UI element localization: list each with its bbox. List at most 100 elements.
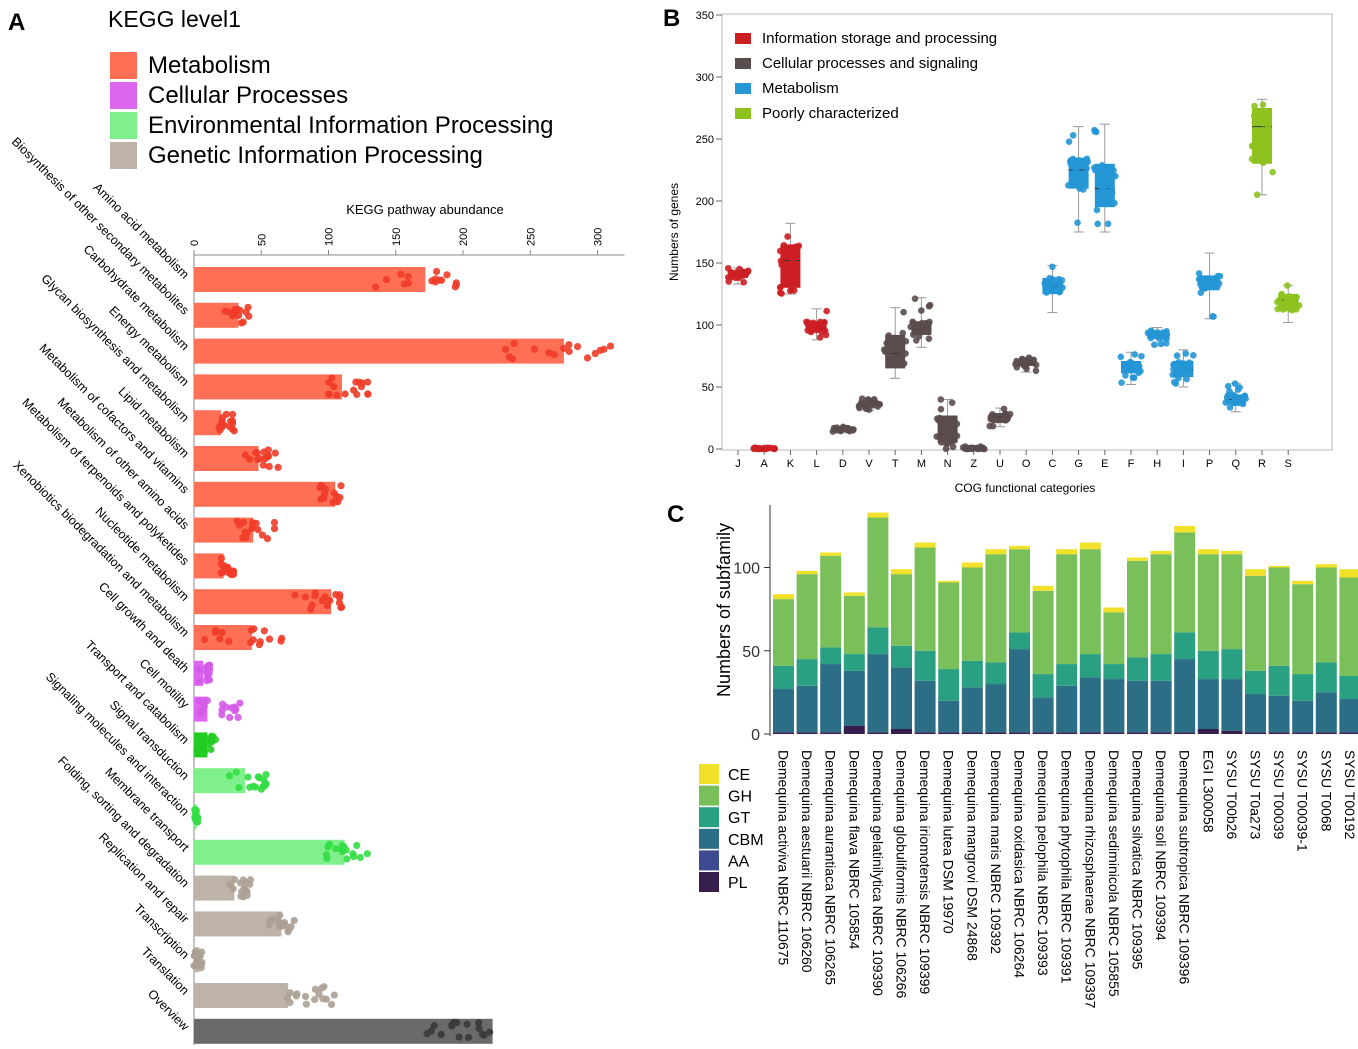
- c-seg-gh-demequina-flava-nbrc-105854: [843, 595, 865, 655]
- a-point-cell-motility: [218, 711, 226, 719]
- b-point-K: [776, 289, 784, 296]
- a-point-signal-transduction: [251, 783, 260, 791]
- c-stack-sysu-t00b26: [1221, 550, 1243, 734]
- b-x-tick-Q: Q: [1232, 458, 1241, 470]
- c-y-tick-50: 50: [742, 644, 760, 661]
- a-point-amino-acid-metabolism: [437, 276, 446, 284]
- b-box-I: [1169, 349, 1197, 388]
- c-seg-cbm-sysu-t0a273: [1245, 694, 1266, 733]
- a-point-carbohydrate-metabolism: [565, 347, 573, 355]
- a-point-signaling-molecules-and-interaction: [193, 815, 202, 823]
- b-point-R: [1259, 101, 1267, 108]
- c-seg-cbm-sysu-t00039-1: [1292, 700, 1314, 733]
- b-y-tick-0: 0: [708, 444, 714, 456]
- a-point-glycan-biosynthesis-and-metabolism: [220, 421, 228, 429]
- a-x-tick-50: 50: [256, 234, 268, 246]
- a-point-folding-sorting-and-degradation: [236, 879, 245, 887]
- b-box-body-E: [1094, 163, 1115, 208]
- b-point-F: [1128, 359, 1135, 367]
- a-point-cell-growth-and-death: [206, 665, 214, 673]
- b-box-O: [1012, 354, 1040, 375]
- c-legend-label-aa: AA: [728, 853, 750, 870]
- a-point-overview: [455, 1033, 463, 1041]
- a-point-glycan-biosynthesis-and-metabolism: [229, 410, 237, 418]
- a-point-nucleotide-metabolism: [306, 605, 315, 613]
- a-point-nucleotide-metabolism: [336, 591, 344, 599]
- c-seg-ce-demequina-maris-nbrc-109392: [985, 549, 1007, 555]
- a-point-cell-motility: [222, 703, 230, 711]
- b-point-K: [787, 277, 794, 285]
- c-seg-ce-demequina-lutea-dsm-19970: [938, 580, 960, 583]
- b-box-F: [1117, 351, 1145, 386]
- a-x-tick-250: 250: [525, 228, 537, 246]
- c-seg-cbm-demequina-subtropica-nbrc-109396: [1174, 659, 1196, 733]
- b-box-U: [986, 405, 1014, 430]
- b-point-F: [1134, 361, 1141, 368]
- b-point-I: [1186, 363, 1194, 371]
- c-seg-pl-demequina-pelophila-nbrc-109393: [1032, 732, 1054, 734]
- c-seg-gh-demequina-soli-nbrc-109394: [1150, 554, 1172, 655]
- c-seg-ce-egi-l300058: [1197, 549, 1219, 555]
- panel-b: B 0 50 100 150 200 250 300 350 J A K L D V T M N Z U O C G E F H…: [663, 5, 1333, 495]
- c-seg-gh-demequina-subtropica-nbrc-109396: [1174, 532, 1196, 633]
- b-point-C: [1049, 275, 1056, 283]
- a-point-membrane-transport: [340, 843, 348, 851]
- b-point-R: [1257, 132, 1264, 140]
- b-point-F: [1129, 374, 1137, 381]
- b-x-tick-I: I: [1182, 458, 1185, 470]
- a-point-transport-and-catabolism: [197, 747, 205, 755]
- b-legend-swatch-metabolism: [735, 83, 751, 94]
- c-stack-demequina-lutea-dsm-19970: [938, 580, 960, 734]
- b-point-V: [876, 400, 884, 408]
- c-seg-ce-sysu-t0a273: [1245, 569, 1266, 576]
- a-legend-label-metabolism: Metabolism: [148, 52, 271, 79]
- a-point-biosynthesis-of-other-secondary-metabolites: [228, 312, 237, 320]
- c-seg-gh-demequina-activiva-nbrc-110675: [773, 599, 794, 666]
- a-point-amino-acid-metabolism: [443, 271, 451, 279]
- b-point-R: [1253, 191, 1261, 198]
- a-point-transcription: [191, 947, 200, 955]
- a-point-xenobiotics-biodegradation-and-metabolism: [249, 636, 257, 644]
- b-point-T: [897, 350, 905, 358]
- c-seg-gt-sysu-t00039-1: [1292, 674, 1314, 701]
- b-point-Z: [964, 445, 972, 453]
- b-point-V: [866, 399, 874, 407]
- a-bar-energy-metabolism: [194, 374, 342, 400]
- a-point-replication-and-repair: [285, 926, 293, 934]
- b-point-J: [732, 274, 740, 282]
- c-seg-ce-demequina-mangrovi-dsm-24868: [961, 562, 983, 568]
- a-point-metabolism-of-other-amino-acids: [254, 526, 262, 534]
- a-point-metabolism-of-other-amino-acids: [249, 519, 257, 527]
- b-point-G: [1083, 155, 1091, 163]
- c-stack-demequina-phytophila-nbrc-109391: [1056, 549, 1078, 734]
- b-point-G: [1070, 169, 1078, 177]
- c-seg-ce-sysu-t00039: [1268, 565, 1290, 568]
- c-seg-gt-egi-l300058: [1197, 650, 1219, 680]
- b-point-G: [1069, 132, 1077, 139]
- a-point-xenobiotics-biodegradation-and-metabolism: [247, 626, 255, 634]
- c-seg-gt-demequina-iriomotensis-nbrc-109399: [914, 650, 936, 681]
- c-seg-cbm-egi-l300058: [1197, 679, 1219, 730]
- a-point-transport-and-catabolism: [193, 735, 201, 743]
- a-point-membrane-transport: [323, 854, 331, 863]
- a-point-metabolism-of-other-amino-acids: [270, 518, 279, 527]
- a-point-folding-sorting-and-degradation: [243, 887, 251, 895]
- a-point-lipid-metabolism: [274, 463, 282, 471]
- b-point-M: [926, 318, 933, 326]
- a-point-folding-sorting-and-degradation: [231, 876, 239, 884]
- c-x-label-sysu-t00039: SYSU T00039: [1271, 750, 1287, 839]
- c-seg-gt-sysu-t0a273: [1245, 670, 1266, 695]
- c-seg-cbm-demequina-soli-nbrc-109394: [1150, 680, 1172, 733]
- c-x-label-sysu-t0068: SYSU T0068: [1318, 750, 1334, 832]
- a-point-overview: [450, 1018, 458, 1026]
- c-x-label-demequina-flava-nbrc-105854: Demequina flava NBRC 105854: [846, 750, 862, 949]
- a-point-biosynthesis-of-other-secondary-metabolites: [237, 319, 246, 327]
- b-point-F: [1122, 372, 1129, 379]
- b-point-P: [1195, 270, 1203, 277]
- a-point-metabolism-of-other-amino-acids: [239, 518, 248, 527]
- c-x-label-demequina-gelatinilytica-nbrc-109390: Demequina gelatinilytica NBRC 109390: [870, 750, 886, 996]
- b-point-Q: [1230, 392, 1237, 400]
- c-seg-ce-sysu-t00192: [1339, 569, 1358, 578]
- b-point-O: [1020, 362, 1028, 369]
